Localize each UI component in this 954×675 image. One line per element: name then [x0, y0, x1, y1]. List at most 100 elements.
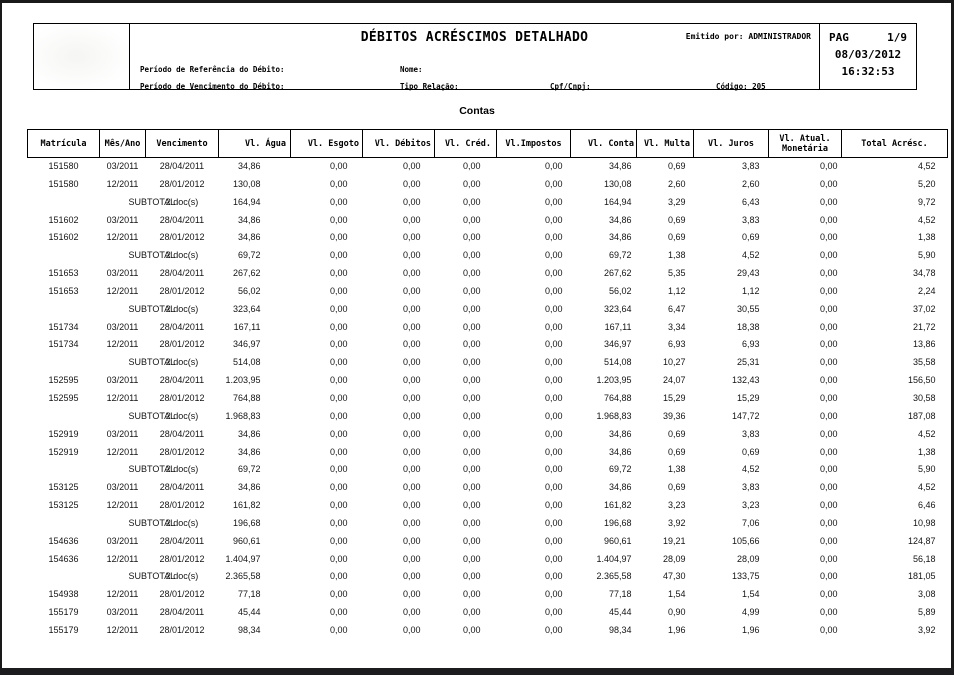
cell: 12/2011 — [106, 285, 139, 296]
cell: SUBTOTAL — [128, 517, 176, 528]
account-row: 153125 03/2011 28/04/2011 34,86 0,00 0,00 0,00… — [28, 479, 948, 497]
cell: 47,30 — [662, 571, 686, 582]
cell: 28/04/2011 — [159, 268, 205, 279]
cell: 0,69 — [741, 232, 760, 243]
cell: 28/04/2011 — [159, 375, 205, 386]
cell: 28/01/2012 — [159, 339, 205, 350]
cell: 0,00 — [402, 464, 421, 475]
cell: 4,52 — [917, 161, 936, 171]
cell: 0,00 — [329, 607, 348, 618]
cell: 0,00 — [462, 607, 481, 618]
cell: 0,00 — [462, 178, 481, 189]
cell: 2.365,58 — [596, 571, 632, 582]
cell: 28/01/2012 — [159, 553, 205, 564]
cell: 69,72 — [237, 250, 261, 261]
cell: 124,87 — [907, 535, 936, 546]
cell: 0,00 — [462, 464, 481, 475]
column-header: Vl. Multa — [636, 129, 694, 158]
cell: 0,00 — [544, 517, 563, 528]
cell: 34,86 — [608, 428, 632, 439]
report-header-main: DÉBITOS ACRÉSCIMOS DETALHADO Emitido por… — [130, 24, 819, 91]
cell: 0,00 — [329, 375, 348, 386]
column-header: Vl. Débitos — [362, 129, 435, 158]
cell: 0,00 — [819, 428, 838, 439]
cell: 12/2011 — [106, 589, 139, 600]
account-row: 155179 03/2011 28/04/2011 45,44 0,00 0,00 0,00… — [28, 604, 948, 622]
account-row: 151602 03/2011 28/04/2011 34,86 0,00 0,00 0,00… — [28, 212, 948, 230]
column-header: Vencimento — [145, 129, 219, 158]
cell: 154938 — [48, 589, 79, 600]
cell: SUBTOTAL — [128, 250, 176, 261]
cell: 1.968,83 — [225, 410, 261, 421]
cell — [28, 515, 100, 533]
cell: 0,00 — [819, 196, 838, 207]
cell: 9,72 — [917, 196, 936, 207]
cell: 3,83 — [741, 161, 760, 171]
cell: 0,00 — [462, 535, 481, 546]
cell: 167,11 — [233, 321, 261, 332]
label-cpf-cnpj: Cpf/Cnpj: — [550, 82, 591, 91]
cell: 0,90 — [667, 607, 686, 618]
cell: 0,00 — [462, 500, 481, 511]
cell: 0,00 — [329, 571, 348, 582]
cell: 0,00 — [544, 446, 563, 457]
cell: 0,00 — [462, 375, 481, 386]
cell: 0,00 — [462, 196, 481, 207]
cell: 0,00 — [819, 553, 838, 564]
cell: SUBTOTAL — [128, 464, 176, 475]
cell: 764,88 — [232, 392, 261, 403]
cell: 151602 — [48, 214, 79, 225]
cell: 0,69 — [667, 232, 686, 243]
cell: 12/2011 — [106, 178, 139, 189]
cell: 0,00 — [402, 268, 421, 279]
label-periodo-vencimento: Período de Vencimento do Débito: — [140, 82, 285, 91]
cell: 5,35 — [667, 268, 686, 279]
cell: 0,00 — [544, 161, 563, 171]
cell: 0,00 — [544, 357, 563, 368]
account-row: 151602 12/2011 28/01/2012 34,86 0,00 0,00 0,00… — [28, 229, 948, 247]
cell: 0,00 — [544, 392, 563, 403]
cell: 155179 — [48, 607, 79, 618]
cell: 0,00 — [402, 196, 421, 207]
cell: 0,00 — [544, 303, 563, 314]
cell — [28, 568, 100, 586]
cell — [28, 301, 100, 319]
cell: 0,00 — [819, 339, 838, 350]
cell: 0,00 — [462, 410, 481, 421]
cell: 0,00 — [544, 482, 563, 493]
cell: 181,05 — [907, 571, 936, 582]
cell: 2 doc(s) — [165, 196, 199, 207]
cell: 0,00 — [819, 446, 838, 457]
cell: 12/2011 — [106, 624, 139, 635]
cell: 0,00 — [544, 553, 563, 564]
cell: SUBTOTAL — [128, 571, 176, 582]
cell: 0,00 — [402, 232, 421, 243]
cell: 0,00 — [544, 607, 563, 618]
cell: 323,64 — [232, 303, 261, 314]
account-row: 152595 12/2011 28/01/2012 764,88 0,00 0,00 0,0… — [28, 390, 948, 408]
column-header: Matrícula — [27, 129, 100, 158]
cell: 0,00 — [402, 357, 421, 368]
cell: 0,00 — [819, 161, 838, 171]
cell: 34,86 — [608, 446, 632, 457]
cell: 0,00 — [402, 285, 421, 296]
cell: 1,96 — [741, 624, 760, 635]
column-header: Vl. Conta — [570, 129, 637, 158]
cell: 39,36 — [662, 410, 686, 421]
column-header: Total Acrésc. — [841, 129, 948, 158]
cell: 0,00 — [462, 161, 481, 171]
table-header-row: Matrícula Mês/Ano Vencimento Vl. Água Vl. Es… — [27, 129, 948, 158]
account-row: 152595 03/2011 28/04/2011 1.203,95 0,00 0,00 0… — [28, 372, 948, 390]
cell: 0,00 — [329, 535, 348, 546]
cell: 0,00 — [544, 375, 563, 386]
cell: 1.968,83 — [596, 410, 632, 421]
cell: 45,44 — [237, 607, 261, 618]
cell: 167,11 — [604, 321, 632, 332]
cell: 0,00 — [544, 232, 563, 243]
cell: 34,86 — [237, 482, 261, 493]
cell: 0,00 — [402, 250, 421, 261]
cell: 56,02 — [237, 285, 261, 296]
cell: 0,00 — [819, 285, 838, 296]
cell: 30,58 — [912, 392, 936, 403]
account-row: 151580 12/2011 28/01/2012 130,08 0,00 0,00 0,0… — [28, 176, 948, 194]
